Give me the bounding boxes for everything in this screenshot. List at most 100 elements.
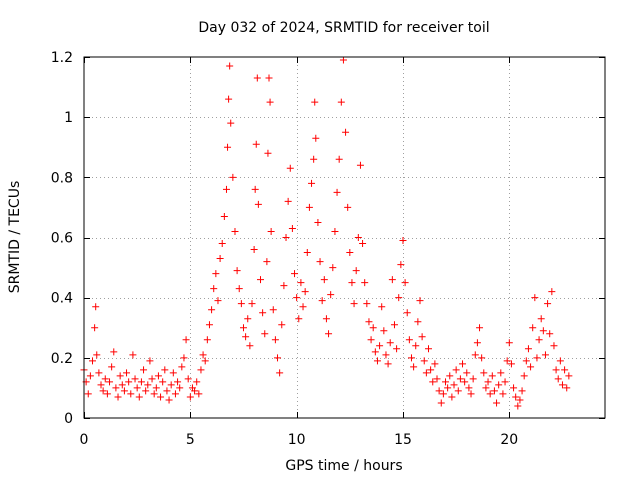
data-point — [311, 98, 319, 106]
data-point — [373, 357, 381, 365]
data-point — [310, 155, 318, 163]
data-point — [191, 387, 199, 395]
data-point — [169, 369, 177, 377]
data-point — [269, 306, 277, 314]
data-point — [499, 390, 507, 398]
data-point — [295, 315, 303, 323]
data-point — [561, 366, 569, 374]
data-point — [92, 303, 100, 311]
data-point — [246, 342, 254, 350]
data-point — [226, 62, 234, 70]
data-point — [259, 309, 267, 317]
data-point — [203, 336, 211, 344]
data-point — [99, 387, 107, 395]
data-point — [214, 297, 222, 305]
data-point — [305, 203, 313, 211]
data-point — [225, 95, 233, 103]
data-point — [276, 369, 284, 377]
data-point — [563, 384, 571, 392]
data-point — [401, 279, 409, 287]
data-point — [384, 360, 392, 368]
data-point — [333, 188, 341, 196]
data-point — [184, 375, 192, 383]
data-point — [490, 387, 498, 395]
data-point — [416, 297, 424, 305]
data-point — [163, 387, 171, 395]
data-point — [154, 372, 162, 380]
data-point — [250, 246, 258, 254]
data-point — [120, 387, 128, 395]
data-point — [135, 393, 143, 401]
axis-ticks — [84, 57, 605, 419]
data-point — [195, 390, 203, 398]
data-point — [329, 264, 337, 272]
data-point — [261, 330, 269, 338]
data-point — [267, 227, 275, 235]
data-point — [251, 185, 259, 193]
data-point — [266, 98, 274, 106]
data-point — [493, 399, 501, 407]
data-point — [501, 378, 509, 386]
data-point — [503, 357, 511, 365]
data-point — [148, 375, 156, 383]
data-point — [212, 270, 220, 278]
data-point — [331, 227, 339, 235]
data-point — [444, 384, 452, 392]
data-point — [280, 282, 288, 290]
data-point — [167, 381, 175, 389]
data-point — [388, 276, 396, 284]
data-point — [142, 387, 150, 395]
y-tick-label: 1.2 — [51, 50, 73, 66]
data-point — [140, 366, 148, 374]
data-point — [144, 381, 152, 389]
data-point — [263, 258, 271, 266]
data-point — [465, 384, 473, 392]
data-point — [282, 234, 290, 241]
y-tick-label: 1 — [64, 110, 73, 126]
data-point — [520, 372, 528, 380]
data-point — [414, 318, 422, 326]
data-point — [399, 237, 407, 245]
data-point — [320, 276, 328, 284]
data-point — [152, 384, 160, 392]
data-point — [361, 279, 369, 287]
data-point — [299, 303, 307, 311]
data-point — [478, 354, 486, 362]
data-point — [531, 294, 539, 302]
data-point — [437, 399, 445, 407]
data-point — [367, 336, 375, 344]
data-point — [546, 330, 554, 338]
data-point — [348, 279, 356, 287]
data-point — [350, 300, 358, 308]
data-point — [106, 378, 114, 386]
data-point — [469, 375, 477, 383]
data-point — [482, 384, 490, 392]
data-point — [229, 173, 237, 181]
y-tick-label: 0.8 — [51, 170, 73, 186]
data-point — [157, 393, 165, 401]
data-point — [382, 351, 390, 359]
data-point — [165, 396, 173, 404]
data-point — [439, 390, 447, 398]
data-point — [386, 339, 394, 347]
y-axis-label: SRMTID / TECUs — [7, 181, 23, 294]
grid-lines — [84, 57, 605, 418]
data-point — [544, 300, 552, 308]
data-point — [442, 378, 450, 386]
data-point — [86, 372, 94, 380]
data-point — [193, 378, 201, 386]
data-point — [327, 291, 335, 299]
data-point — [312, 134, 320, 142]
data-point — [497, 369, 505, 377]
data-point — [201, 357, 209, 365]
data-point — [233, 267, 241, 275]
data-point — [218, 240, 226, 248]
data-point — [182, 336, 190, 344]
x-tick-labels: 0 5 10 15 20 — [80, 432, 519, 448]
x-tick-label: 20 — [500, 432, 518, 448]
data-point — [108, 363, 116, 371]
data-point — [274, 354, 282, 362]
data-point — [125, 378, 133, 386]
data-point — [284, 197, 292, 205]
data-point — [161, 366, 169, 374]
